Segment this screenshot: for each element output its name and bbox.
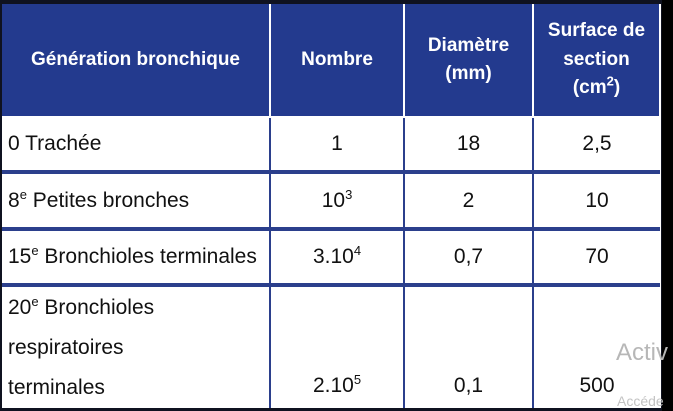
- row-nombre: 1: [269, 117, 404, 175]
- row-diametre: 0,7: [403, 228, 533, 288]
- row-surface: 10: [532, 172, 660, 231]
- row-diametre: 18: [403, 117, 533, 175]
- row-nombre: 2.105: [269, 285, 404, 408]
- row-nombre-base: 1: [331, 132, 343, 156]
- table-row: 20e Bronchioles respiratoires terminales …: [2, 285, 660, 408]
- header-surface: Surface de section (cm2): [532, 4, 661, 118]
- row-nombre-base: 2.10: [312, 374, 354, 397]
- row-generation-label: Bronchioles terminales: [38, 245, 257, 269]
- row-diametre: 2: [403, 172, 533, 231]
- row-generation-label-cont: terminales: [8, 375, 105, 399]
- header-surface-line1: Surface de: [547, 20, 646, 42]
- row-surface: 500: [532, 285, 660, 408]
- activation-watermark-line2: Accéde: [617, 393, 664, 409]
- row-generation: 20e Bronchioles respiratoires terminales: [2, 285, 270, 408]
- row-generation: 8e Petites bronches: [2, 172, 270, 231]
- row-generation: 15e Bronchioles terminales: [2, 228, 270, 288]
- bronchial-generation-table: Génération bronchique Nombre Diamètre (m…: [2, 4, 661, 408]
- row-surface: 70: [532, 228, 660, 288]
- row-generation-sup: e: [19, 186, 27, 202]
- table-row: 0 Trachée 1 18 2,5: [2, 117, 660, 175]
- row-generation: 0 Trachée: [2, 117, 270, 175]
- header-generation: Génération bronchique: [2, 4, 271, 118]
- row-surface: 2,5: [532, 117, 660, 175]
- row-generation-sup: e: [31, 293, 39, 309]
- header-diametre: Diamètre (mm): [403, 4, 534, 118]
- row-generation-num: 8: [8, 188, 20, 212]
- row-generation-label: Petites bronches: [26, 188, 190, 212]
- header-surface-close: ): [613, 77, 621, 99]
- row-nombre-exponent: 3: [345, 186, 353, 202]
- header-nombre: Nombre: [269, 4, 405, 118]
- header-surface-line2: section (cm: [563, 48, 630, 99]
- row-nombre: 3.104: [269, 228, 404, 288]
- row-nombre: 103: [269, 172, 404, 231]
- row-generation-num: 20: [8, 295, 32, 319]
- row-generation-label: Bronchioles respiratoires: [8, 295, 155, 359]
- row-generation-sup: e: [31, 243, 39, 259]
- header-surface-sup: 2: [606, 73, 614, 89]
- row-nombre-exponent: 5: [353, 372, 362, 387]
- row-nombre-exponent: 4: [353, 243, 362, 259]
- row-generation-label: 0 Trachée: [8, 132, 102, 156]
- table-header-row: Génération bronchique Nombre Diamètre (m…: [2, 4, 661, 118]
- table-row: 15e Bronchioles terminales 3.104 0,7 70: [2, 228, 660, 288]
- table-row: 8e Petites bronches 103 2 10: [2, 172, 660, 231]
- row-generation-num: 15: [8, 245, 32, 269]
- row-diametre: 0,1: [403, 285, 533, 408]
- row-nombre-base: 10: [321, 188, 346, 212]
- row-nombre-base: 3.10: [312, 245, 354, 269]
